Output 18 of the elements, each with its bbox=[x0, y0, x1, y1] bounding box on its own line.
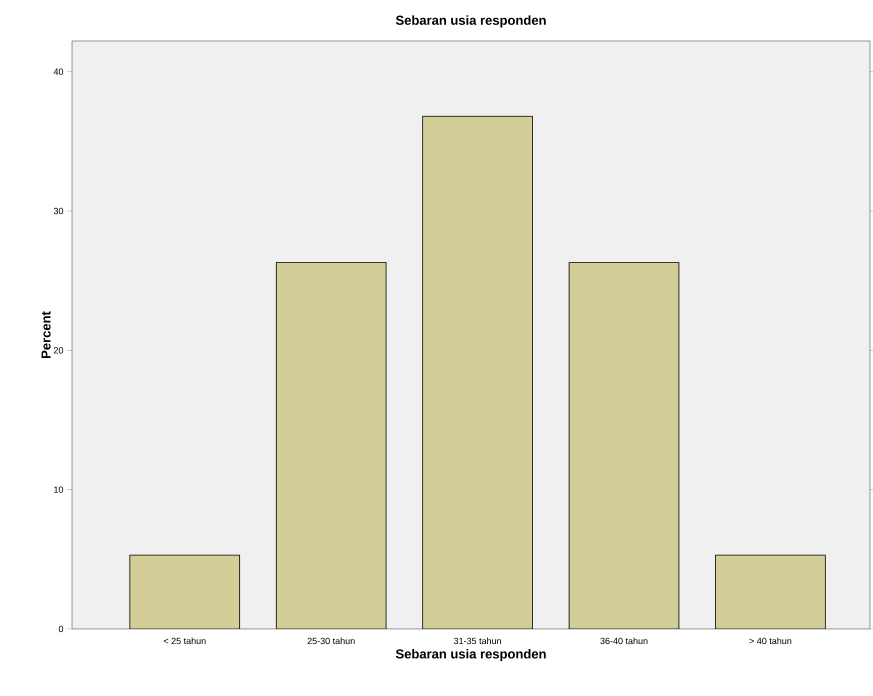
bar bbox=[568, 262, 680, 629]
y-tick-label: 30 bbox=[54, 208, 64, 214]
y-tick-label: 0 bbox=[58, 626, 64, 632]
x-tick-label: > 40 tahun bbox=[749, 638, 792, 644]
y-axis-title: Percent bbox=[42, 311, 51, 358]
bar bbox=[715, 554, 826, 629]
bar bbox=[130, 555, 240, 629]
x-tick-label: < 25 tahun bbox=[164, 638, 206, 644]
y-tick-label: 40 bbox=[54, 68, 64, 75]
bar bbox=[276, 262, 386, 629]
chart-title: Sebaran usia responden bbox=[396, 15, 546, 28]
y-tick-label: 20 bbox=[54, 347, 64, 354]
x-tick-label: 36-40 tahun bbox=[600, 638, 648, 644]
y-tick-label: 10 bbox=[54, 486, 64, 493]
x-axis-title: Sebaran usia responden bbox=[396, 648, 546, 662]
x-tick-label: 31-35 tahun bbox=[454, 638, 502, 644]
bar bbox=[422, 116, 533, 629]
x-tick-label: 25-30 tahun bbox=[308, 638, 355, 644]
